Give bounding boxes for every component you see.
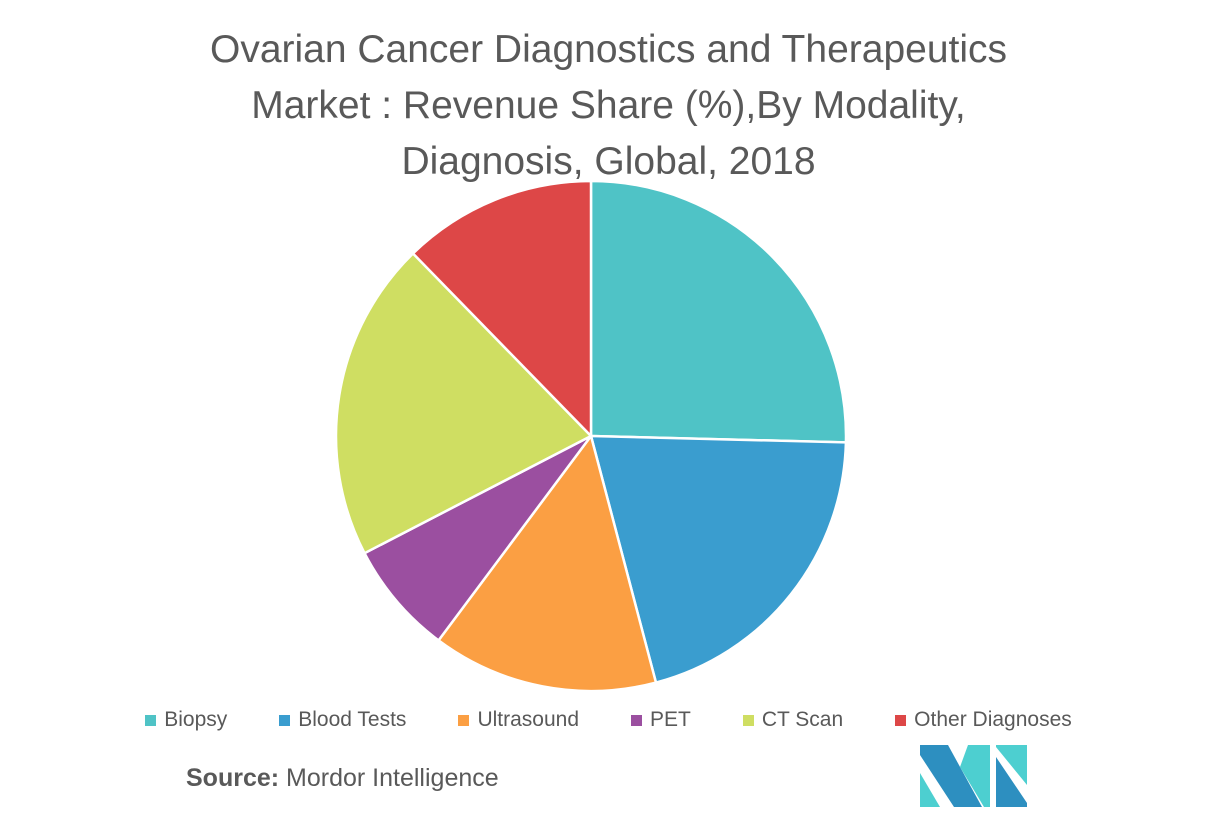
legend-swatch xyxy=(631,714,642,726)
title-line-2: Market : Revenue Share (%),By Modality, xyxy=(251,84,966,127)
pie-slice-ultrasound xyxy=(436,433,658,693)
pie-slice-ct-scan xyxy=(334,251,594,555)
legend-item-biopsy: Biopsy xyxy=(145,708,227,732)
source-note: Source: Mordor Intelligence xyxy=(186,764,499,793)
title-line-3: Diagnosis, Global, 2018 xyxy=(401,140,816,183)
pie-slice-biopsy xyxy=(589,179,848,444)
pie-slice-blood-tests xyxy=(589,434,848,685)
legend-label: Ultrasound xyxy=(477,708,579,731)
legend-swatch xyxy=(742,714,754,726)
legend-swatch xyxy=(145,714,157,726)
legend: Biopsy Blood Tests Ultrasound PET CT Scan Oth… xyxy=(0,708,1217,732)
legend-item-pet: PET xyxy=(631,708,691,732)
source-text: Mordor Intelligence xyxy=(279,764,499,792)
legend-label: Other Diagnoses xyxy=(914,708,1072,731)
legend-swatch xyxy=(895,714,907,726)
legend-label: CT Scan xyxy=(761,708,844,731)
pie-slice-pet xyxy=(362,434,593,643)
legend-swatch xyxy=(458,714,470,726)
legend-item-blood-tests: Blood Tests xyxy=(279,708,406,732)
legend-item-ct-scan: CT Scan xyxy=(742,708,844,732)
legend-swatch xyxy=(279,714,291,726)
chart-title: Ovarian Cancer Diagnostics and Therapeut… xyxy=(0,22,1217,190)
legend-label: PET xyxy=(650,708,691,731)
legend-item-other-diagnoses: Other Diagnoses xyxy=(895,708,1072,732)
source-label: Source: xyxy=(186,764,280,792)
title-line-1: Ovarian Cancer Diagnostics and Therapeut… xyxy=(209,28,1008,71)
pie-slice-other-diagnoses xyxy=(411,179,593,440)
legend-item-ultrasound: Ultrasound xyxy=(458,708,579,732)
legend-label: Blood Tests xyxy=(298,708,407,731)
mordor-intelligence-logo xyxy=(920,745,1027,807)
legend-label: Biopsy xyxy=(164,708,228,731)
